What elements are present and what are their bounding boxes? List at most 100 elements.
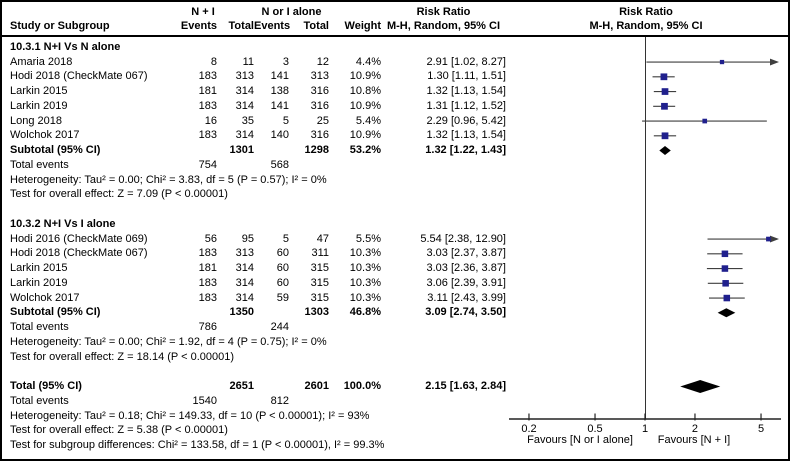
study-row-name: Hodi 2016 (CheckMate 069) — [10, 232, 148, 245]
study-row-name: Long 2018 — [10, 114, 62, 127]
study-row-name: Hodi 2018 (CheckMate 067) — [10, 247, 148, 260]
study-row-ci: 2.29 [0.96, 5.42] — [426, 114, 506, 127]
study-row-total1: 314 — [235, 129, 254, 142]
study-row-total2: 316 — [310, 129, 329, 142]
x-tick-label: 2 — [691, 423, 699, 435]
total1-col-header: Total — [228, 20, 254, 32]
study-row-total1: 314 — [235, 276, 254, 289]
study-row-total2: 315 — [310, 291, 329, 304]
events2-col-header: Events — [254, 20, 291, 32]
weight-col-header: Weight — [344, 20, 381, 32]
total-row-ci: 2.15 [1.63, 2.84] — [425, 380, 506, 393]
effect-marker — [661, 102, 668, 110]
x-tick-label: 5 — [757, 423, 765, 435]
study-row-events2: 5 — [282, 114, 289, 127]
total-events-group2: 812 — [270, 394, 289, 407]
ci-arrow-right-icon — [770, 58, 779, 66]
study-row-events1: 56 — [204, 232, 217, 245]
study-row-total2: 313 — [310, 70, 329, 83]
study-row-ci: 3.06 [2.39, 3.91] — [426, 276, 506, 289]
study-row-events2: 60 — [276, 262, 289, 275]
study-row-name: Larkin 2019 — [10, 276, 68, 289]
study-row-events1: 181 — [198, 85, 217, 98]
total-events-group1: 786 — [198, 321, 217, 334]
risk-ratio-header-right: Risk Ratio — [619, 6, 673, 18]
study-row-ci: 1.30 [1.11, 1.51] — [427, 70, 506, 83]
study-row-events1: 183 — [198, 99, 217, 112]
effect-marker — [661, 88, 669, 95]
study-row-events1: 183 — [198, 276, 217, 289]
study-row-total2: 47 — [316, 232, 329, 245]
method-col-header-left: M-H, Random, 95% CI — [386, 20, 501, 32]
total-events-label: Total events — [10, 394, 69, 407]
subtotal-row-name: Subtotal (95% CI) — [10, 306, 101, 319]
total-events-group2: 244 — [270, 321, 289, 334]
study-row-weight: 10.9% — [349, 129, 381, 142]
study-row-name: Larkin 2019 — [10, 99, 68, 112]
study-row-events2: 141 — [270, 70, 289, 83]
study-row-ci: 1.32 [1.13, 1.54] — [426, 85, 506, 98]
study-row-total2: 315 — [310, 262, 329, 275]
total-diamond — [680, 380, 721, 394]
risk-ratio-header-left: Risk Ratio — [416, 6, 471, 18]
total-events-group1: 754 — [198, 158, 217, 171]
subtotal-row-total1: 1301 — [229, 144, 254, 157]
study-row-events2: 140 — [270, 129, 289, 142]
subgroup-differences-text: Test for subgroup differences: Chi² = 13… — [10, 439, 385, 452]
effect-marker — [723, 294, 731, 302]
total2-col-header: Total — [303, 20, 329, 32]
effect-marker — [661, 132, 669, 140]
subtotal-row-ci: 1.32 [1.22, 1.43] — [425, 144, 506, 157]
study-row-name: Wolchok 2017 — [10, 129, 80, 142]
study-row-total2: 25 — [316, 114, 329, 127]
subtotal-diamond — [659, 146, 671, 156]
study-row-weight: 4.4% — [355, 55, 381, 68]
study-row-weight: 5.5% — [355, 232, 381, 245]
study-row-ci: 1.31 [1.12, 1.52] — [426, 99, 506, 112]
total-events-group2: 568 — [270, 158, 289, 171]
effect-marker — [721, 250, 729, 258]
total-events-label: Total events — [10, 158, 69, 171]
total-events-group1: 1540 — [192, 394, 217, 407]
study-row-weight: 5.4% — [355, 114, 381, 127]
study-row-weight: 10.3% — [349, 262, 381, 275]
study-row-total1: 313 — [235, 70, 254, 83]
study-row-name: Larkin 2015 — [10, 262, 68, 275]
favours-right-label: Favours [N + I] — [657, 434, 731, 446]
heterogeneity-text: Heterogeneity: Tau² = 0.00; Chi² = 1.92,… — [10, 335, 327, 348]
effect-marker — [721, 265, 729, 272]
favours-left-label: Favours [N or I alone] — [527, 434, 633, 446]
header-divider — [2, 35, 788, 37]
heterogeneity-text: Heterogeneity: Tau² = 0.18; Chi² = 149.3… — [10, 409, 370, 422]
study-row-total2: 311 — [311, 247, 329, 260]
study-row-total1: 11 — [242, 55, 254, 68]
total-row-name: Total (95% CI) — [10, 380, 82, 393]
study-row-total2: 316 — [310, 85, 329, 98]
study-row-name: Wolchok 2017 — [10, 291, 80, 304]
overall-effect-text: Test for overall effect: Z = 5.38 (P < 0… — [10, 424, 228, 437]
effect-marker — [766, 236, 771, 242]
overall-effect-text: Test for overall effect: Z = 18.14 (P < … — [10, 350, 235, 363]
total-row-weight: 100.0% — [343, 380, 381, 393]
study-row-total1: 314 — [235, 291, 254, 304]
study-row-total1: 314 — [235, 85, 254, 98]
events1-col-header: Events — [180, 20, 217, 32]
ci-arrow-right-icon — [770, 235, 779, 243]
study-row-ci: 3.11 [2.43, 3.99] — [427, 291, 506, 304]
x-tick-label: 1 — [641, 423, 649, 435]
study-row-events2: 60 — [276, 276, 289, 289]
study-row-total1: 314 — [235, 262, 254, 275]
study-row-events1: 16 — [204, 114, 217, 127]
subgroup-title: 10.3.2 N+I Vs I alone — [10, 217, 116, 230]
study-row-events1: 183 — [198, 291, 217, 304]
subtotal-row-name: Subtotal (95% CI) — [10, 144, 101, 157]
study-row-events1: 183 — [198, 70, 217, 83]
study-row-total1: 313 — [235, 247, 254, 260]
study-row-weight: 10.3% — [349, 276, 381, 289]
effect-marker — [702, 118, 708, 124]
study-row-weight: 10.9% — [349, 70, 381, 83]
study-row-weight: 10.8% — [349, 85, 381, 98]
subtotal-row-total2: 1303 — [304, 306, 329, 319]
subtotal-row-ci: 3.09 [2.74, 3.50] — [425, 306, 506, 319]
